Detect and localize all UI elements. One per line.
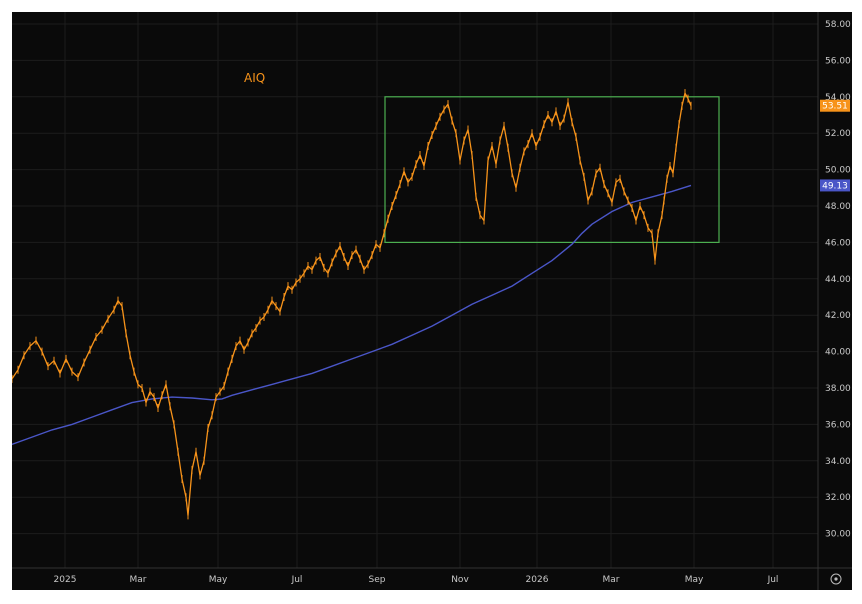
x-tick-label: May xyxy=(685,575,704,585)
y-tick-label: 50.00 xyxy=(825,166,851,176)
price-badges: 53.51 49.13 xyxy=(820,99,850,192)
last-price-badge-bg xyxy=(820,99,850,112)
x-tick-label: Nov xyxy=(451,575,469,585)
price-chart[interactable]: AIQ 58.00 56.00 54.00 52.00 50.00 48.00 46.00 4… xyxy=(12,12,852,590)
x-tick-label: 2025 xyxy=(54,575,77,585)
x-tick-label: Mar xyxy=(130,575,147,585)
x-tick-label: Mar xyxy=(603,575,620,585)
grid-layer xyxy=(12,12,818,568)
price-line xyxy=(12,92,692,517)
gear-icon[interactable] xyxy=(830,573,842,585)
y-tick-label: 56.00 xyxy=(825,56,851,66)
series-layer xyxy=(12,89,692,520)
moving-average-line xyxy=(12,184,692,446)
y-tick-label: 40.00 xyxy=(825,348,851,358)
range-box-layer xyxy=(384,96,720,244)
x-tick-label: Jul xyxy=(291,575,303,585)
range-box[interactable] xyxy=(384,96,720,244)
ticker-label: AIQ xyxy=(244,71,265,85)
y-tick-label: 44.00 xyxy=(825,275,851,285)
x-tick-label: Sep xyxy=(369,575,386,585)
gear-icon-center xyxy=(834,577,838,581)
y-tick-label: 52.00 xyxy=(825,129,851,139)
y-tick-label: 36.00 xyxy=(825,420,851,430)
y-tick-label: 54.00 xyxy=(825,93,851,103)
x-tick-label: Jul xyxy=(767,575,779,585)
y-tick-label: 48.00 xyxy=(825,202,851,212)
y-tick-label: 58.00 xyxy=(825,20,851,30)
settings-button[interactable] xyxy=(830,573,842,585)
y-tick-label: 30.00 xyxy=(825,530,851,540)
chart-background xyxy=(12,12,852,590)
moving-average-badge-bg xyxy=(820,179,850,192)
y-tick-label: 34.00 xyxy=(825,457,851,467)
last-price-badge: 53.51 xyxy=(822,102,848,112)
moving-average-badge: 49.13 xyxy=(822,181,848,191)
y-tick-label: 32.00 xyxy=(825,493,851,503)
y-tick-label: 42.00 xyxy=(825,311,851,321)
x-axis: 2025 Mar May Jul Sep Nov 2026 Mar May Jul xyxy=(54,575,779,585)
x-tick-label: May xyxy=(209,575,228,585)
y-tick-label: 46.00 xyxy=(825,238,851,248)
y-tick-label: 38.00 xyxy=(825,384,851,394)
chart-frame: AIQ 58.00 56.00 54.00 52.00 50.00 48.00 46.00 4… xyxy=(12,12,852,590)
y-axis: 58.00 56.00 54.00 52.00 50.00 48.00 46.00 44.00… xyxy=(825,20,851,540)
x-tick-label: 2026 xyxy=(526,575,549,585)
